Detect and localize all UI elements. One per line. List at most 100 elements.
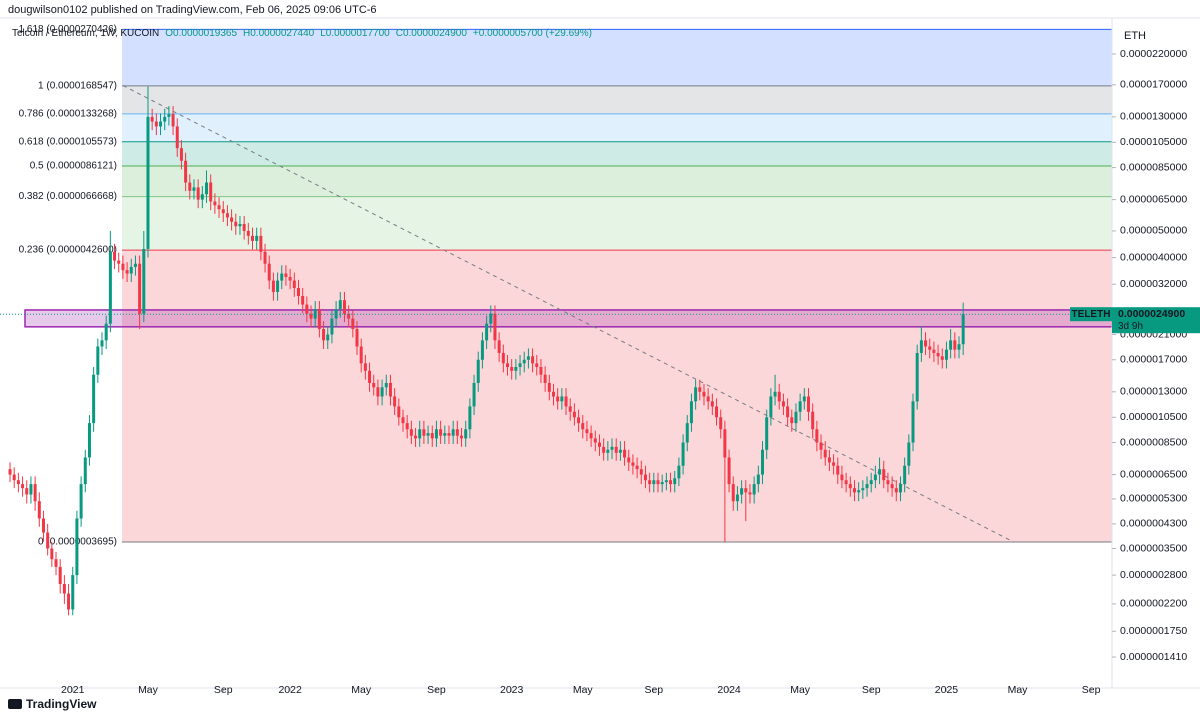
candle-body <box>518 363 522 368</box>
x-tick-label: 2025 <box>935 684 959 696</box>
candle-body <box>581 423 585 430</box>
candle-body <box>330 318 334 335</box>
legend-close: C0.0000024900 <box>396 28 468 39</box>
y-tick-label: 0.0000005300 <box>1120 493 1187 505</box>
candle-body <box>627 457 631 463</box>
candle-body <box>125 270 129 274</box>
y-tick-label: 0.0000001410 <box>1120 651 1187 663</box>
candle-body <box>836 465 840 475</box>
x-tick-label: Sep <box>862 684 881 696</box>
candle-body <box>443 433 447 436</box>
candle-body <box>648 480 652 485</box>
candle-body <box>748 492 752 495</box>
candle-body <box>422 429 426 436</box>
candle-body <box>911 401 915 443</box>
candle-body <box>296 288 300 296</box>
candle-body <box>146 116 150 249</box>
candle-body <box>276 280 280 292</box>
candle-body <box>108 251 112 324</box>
candle-body <box>205 182 209 195</box>
candle-body <box>681 442 685 466</box>
candle-body <box>230 217 234 222</box>
candle-body <box>907 442 911 466</box>
candle-body <box>685 423 689 443</box>
candle-body <box>8 469 12 475</box>
candle-body <box>347 313 351 319</box>
candle-body <box>255 235 259 241</box>
fib-band <box>122 29 1112 86</box>
x-tick-label: 2024 <box>717 684 741 696</box>
candle-body <box>133 263 137 267</box>
x-tick-label: May <box>351 684 372 696</box>
candle-body <box>727 457 731 485</box>
candle-body <box>673 478 677 485</box>
fib-band <box>122 141 1112 167</box>
y-tick-label: 0.0000001750 <box>1120 625 1187 637</box>
candle-body <box>723 429 727 458</box>
candle-body <box>87 423 91 458</box>
candle-body <box>359 346 363 364</box>
candle-body <box>740 488 744 495</box>
candle-body <box>242 223 246 231</box>
candle-body <box>150 116 154 122</box>
candle-body <box>267 263 271 281</box>
candle-body <box>543 374 547 383</box>
candle-body <box>873 474 877 481</box>
candle-body <box>154 121 158 127</box>
candle-body <box>857 490 861 493</box>
candle-body <box>405 423 409 430</box>
candle-body <box>656 480 660 485</box>
candle-body <box>827 457 831 463</box>
candle-body <box>192 187 196 191</box>
price-tag <box>1112 307 1200 334</box>
candle-body <box>196 187 200 200</box>
candle-body <box>384 382 388 388</box>
x-tick-label: Sep <box>427 684 446 696</box>
candle-body <box>489 313 493 324</box>
candle-body <box>915 352 919 402</box>
candle-body <box>221 209 225 214</box>
x-tick-label: Sep <box>214 684 233 696</box>
candle-body <box>953 340 957 350</box>
candle-body <box>589 433 593 439</box>
candle-body <box>372 382 376 388</box>
candle-body <box>677 465 681 479</box>
candle-body <box>113 251 117 261</box>
candle-body <box>602 446 606 453</box>
candle-body <box>451 429 455 436</box>
fib-band <box>122 113 1112 142</box>
candle-body <box>129 266 133 274</box>
candle-body <box>138 263 142 314</box>
fib-label: 0.382 (0.0000066668) <box>19 191 117 202</box>
candle-body <box>497 340 501 353</box>
legend-open: O0.0000019365 <box>165 28 237 39</box>
candle-body <box>142 248 146 314</box>
trend-line <box>122 85 1014 543</box>
candle-body <box>409 429 413 436</box>
candle-body <box>832 462 836 466</box>
candle-body <box>21 484 25 489</box>
candle-body <box>560 396 564 402</box>
candle-body <box>171 114 175 127</box>
candle-body <box>485 323 489 341</box>
candle-body <box>37 501 41 519</box>
candle-body <box>715 406 719 418</box>
candle-body <box>62 583 66 594</box>
candle-body <box>593 438 597 443</box>
candle-body <box>932 349 936 353</box>
y-tick-label: 0.0000220000 <box>1120 48 1187 60</box>
fib-band <box>122 85 1112 114</box>
candle-body <box>288 276 292 281</box>
currency-label: ETH <box>1124 30 1146 42</box>
candle-body <box>100 340 104 347</box>
zone-box <box>24 309 1113 328</box>
candle-body <box>363 363 367 371</box>
candle-body <box>786 406 790 418</box>
candle-body <box>639 469 643 475</box>
candle-body <box>163 116 167 122</box>
y-tick-label: 0.0000004300 <box>1120 518 1187 530</box>
candle-body <box>209 182 213 202</box>
countdown-text: 3d 9h <box>1118 321 1143 332</box>
candle-body <box>246 230 250 236</box>
